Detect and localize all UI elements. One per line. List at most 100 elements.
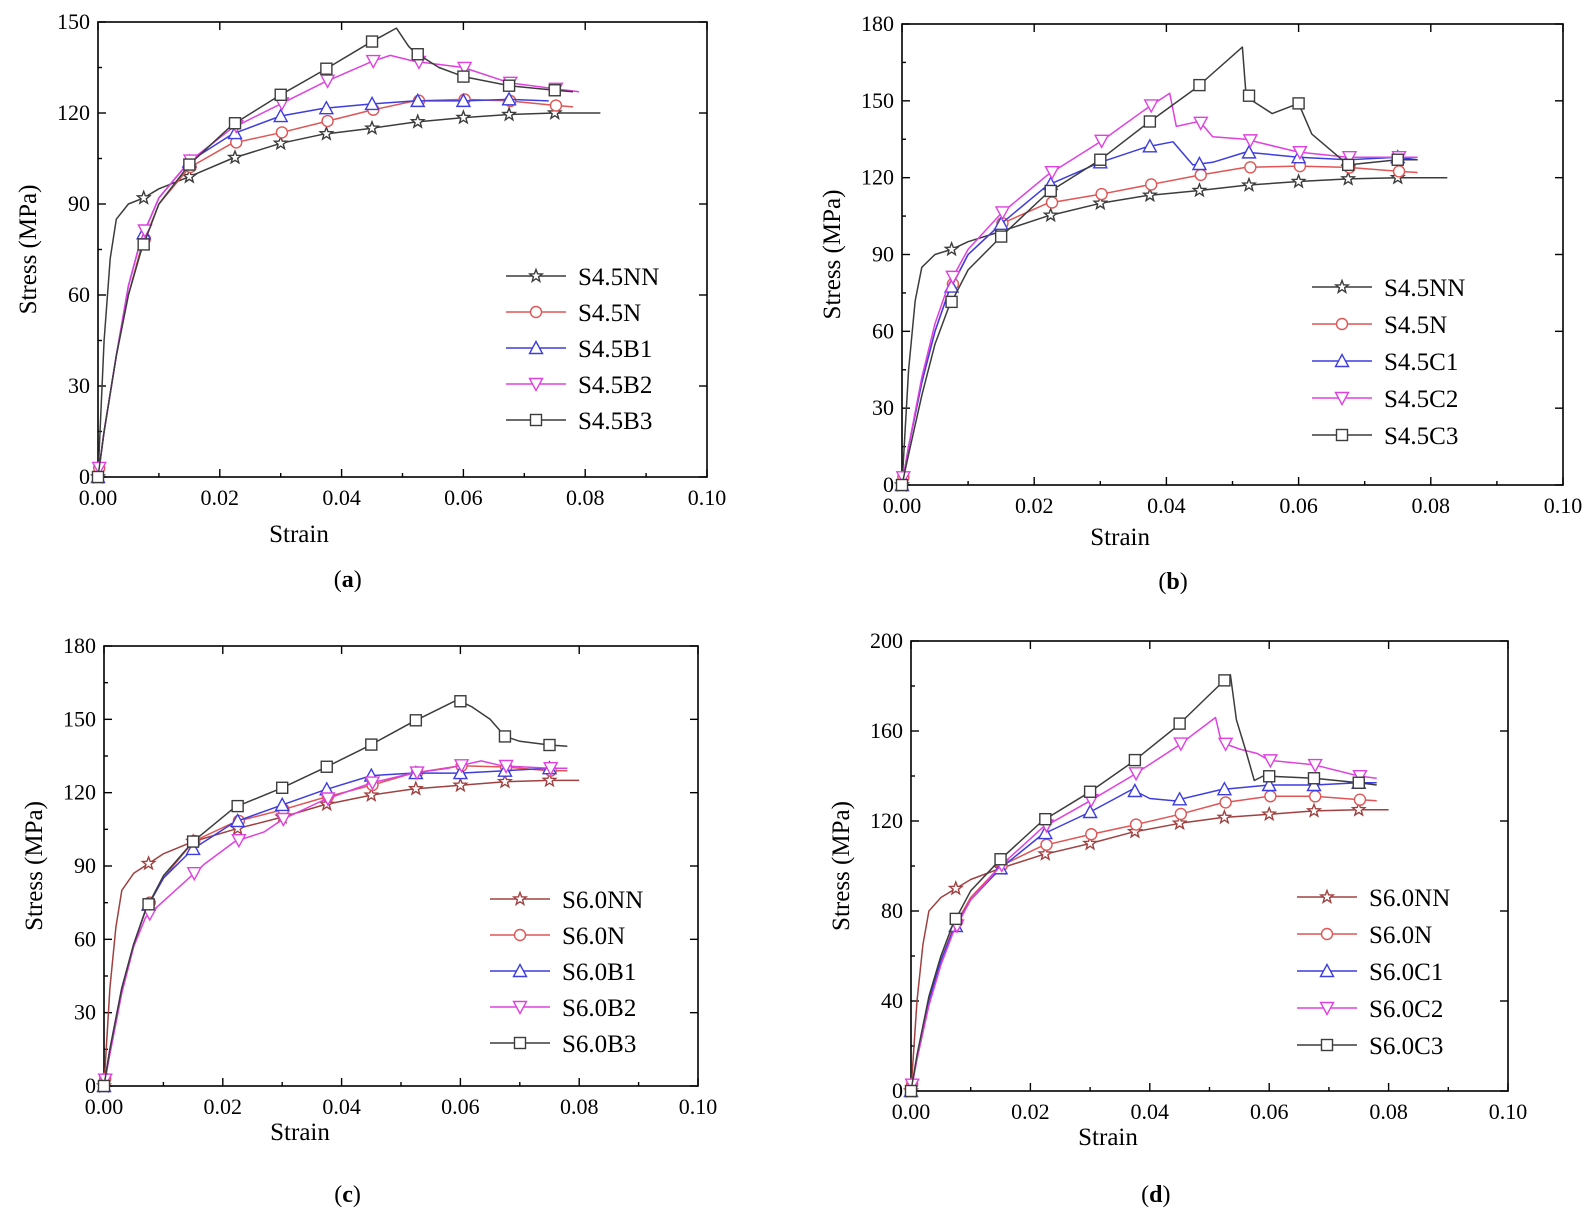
legend-label: S4.5N <box>1384 312 1447 339</box>
data-point <box>1081 834 1099 851</box>
data-point <box>185 840 201 856</box>
legend-label: S6.0NN <box>1369 885 1450 912</box>
y-tick-label: 150 <box>861 88 894 113</box>
x-tick-label: 0.06 <box>444 485 483 510</box>
y-tick-label: 160 <box>870 718 903 743</box>
chart-panel-a: 0.00 0.02 0.04 0.06 0.08 0.10 0 30 60 90 120 150 Str… <box>15 9 726 593</box>
data-point <box>1040 838 1053 851</box>
legend-label: S6.0C2 <box>1369 996 1443 1023</box>
y-tick-label: 0 <box>85 1073 96 1098</box>
legend-entry-S4.5NN: S4.5NN <box>1312 275 1465 302</box>
legend-label: S4.5NN <box>1384 275 1465 302</box>
legend-marker <box>1335 428 1349 442</box>
series-line-S6.0N <box>910 795 1377 1092</box>
legend-label: S4.5C1 <box>1384 349 1458 376</box>
y-tick-label: 90 <box>872 242 894 267</box>
data-point <box>1039 812 1052 826</box>
y-tick-label: 30 <box>872 395 894 420</box>
data-point <box>994 853 1007 866</box>
data-point <box>1392 165 1406 178</box>
x-tick-label: 0.06 <box>441 1094 480 1119</box>
series-line-S4.5NN <box>97 112 601 478</box>
data-point <box>320 62 333 75</box>
legend-marker <box>512 963 528 978</box>
data-point <box>186 867 202 882</box>
legend-label: S6.0N <box>1369 922 1432 949</box>
data-point <box>1307 772 1321 785</box>
panel-caption: (a) <box>334 567 362 593</box>
legend-entry-S6.0B3: S6.0B3 <box>490 1031 636 1058</box>
data-point <box>1341 158 1355 172</box>
x-tick-label: 0.10 <box>1489 1099 1528 1124</box>
data-point <box>502 79 516 92</box>
data-point <box>947 879 964 896</box>
x-tick-label: 0.00 <box>79 485 118 510</box>
plot-frame <box>901 23 1564 486</box>
series-line-S6.0C3 <box>910 674 1377 1092</box>
caption-open-paren: ( <box>1141 1182 1149 1208</box>
data-point <box>1142 138 1158 153</box>
legend-entry-S6.0B2: S6.0B2 <box>490 995 636 1022</box>
data-point <box>1174 807 1188 821</box>
data-point <box>1143 99 1159 114</box>
series-line-S4.5B1 <box>97 98 549 478</box>
caption-close-paren: ) <box>1180 569 1188 595</box>
series-S4.5C3 <box>895 46 1418 492</box>
data-point <box>541 771 558 788</box>
x-tick-label: 0.08 <box>1412 493 1451 518</box>
data-point <box>1217 737 1234 752</box>
y-axis-label: Stress (MPa) <box>21 801 48 931</box>
data-point <box>1171 791 1188 806</box>
series-S6.0B3 <box>97 695 568 1093</box>
data-point <box>949 912 962 926</box>
legend-label: S6.0B3 <box>562 1031 636 1058</box>
series-S6.0C3 <box>904 674 1377 1098</box>
x-tick-label: 0.04 <box>1147 493 1186 518</box>
x-tick-label: 0.10 <box>1544 493 1583 518</box>
series-S6.0N <box>905 790 1377 1092</box>
y-tick-label: 180 <box>63 633 96 658</box>
data-point <box>273 108 289 123</box>
data-point <box>272 134 289 151</box>
legend-marker <box>1319 963 1335 978</box>
series-line-S6.0NN <box>910 809 1389 1092</box>
chart-panel-d: 0.00 0.02 0.04 0.06 0.08 0.10 0 40 80 120 160 200 St… <box>828 628 1527 1208</box>
legend-marker <box>529 413 543 427</box>
data-point <box>1127 783 1143 798</box>
legend-label: S6.0C1 <box>1369 959 1443 986</box>
legend-marker <box>529 305 543 319</box>
legend-entry-S4.5C1: S4.5C1 <box>1312 349 1458 376</box>
data-point <box>364 776 381 791</box>
data-point <box>231 833 247 849</box>
series-S6.0B1 <box>96 760 568 1093</box>
data-point <box>1240 176 1258 193</box>
legend-label: S6.0B1 <box>562 959 636 986</box>
chart-panel-c: 0.00 0.02 0.04 0.06 0.08 0.10 0 30 60 90 120 150 180… <box>21 633 717 1208</box>
caption-close-paren: ) <box>354 567 362 593</box>
data-point <box>457 70 470 83</box>
series-line-S6.0B2 <box>103 760 568 1087</box>
data-point <box>1261 805 1278 822</box>
x-tick-label: 0.00 <box>892 1099 931 1124</box>
series-line-S4.5N <box>97 98 574 478</box>
data-point <box>1194 168 1207 182</box>
data-point <box>1350 801 1367 817</box>
data-point <box>1143 115 1157 128</box>
series-S6.0B2 <box>97 759 568 1088</box>
legend-marker <box>1334 391 1350 406</box>
legend-entry-S4.5B2: S4.5B2 <box>506 372 652 399</box>
data-point <box>318 100 335 115</box>
legend-marker <box>528 377 544 392</box>
data-point <box>227 125 243 140</box>
data-point <box>1242 89 1256 102</box>
data-point <box>274 88 287 102</box>
legend-marker <box>1334 353 1350 368</box>
data-point <box>1191 182 1208 198</box>
data-point <box>456 61 473 76</box>
data-point <box>455 109 472 125</box>
data-point <box>1193 78 1206 92</box>
data-point <box>1264 790 1277 803</box>
data-point <box>1193 116 1209 131</box>
x-tick-label: 0.02 <box>1011 1099 1050 1124</box>
